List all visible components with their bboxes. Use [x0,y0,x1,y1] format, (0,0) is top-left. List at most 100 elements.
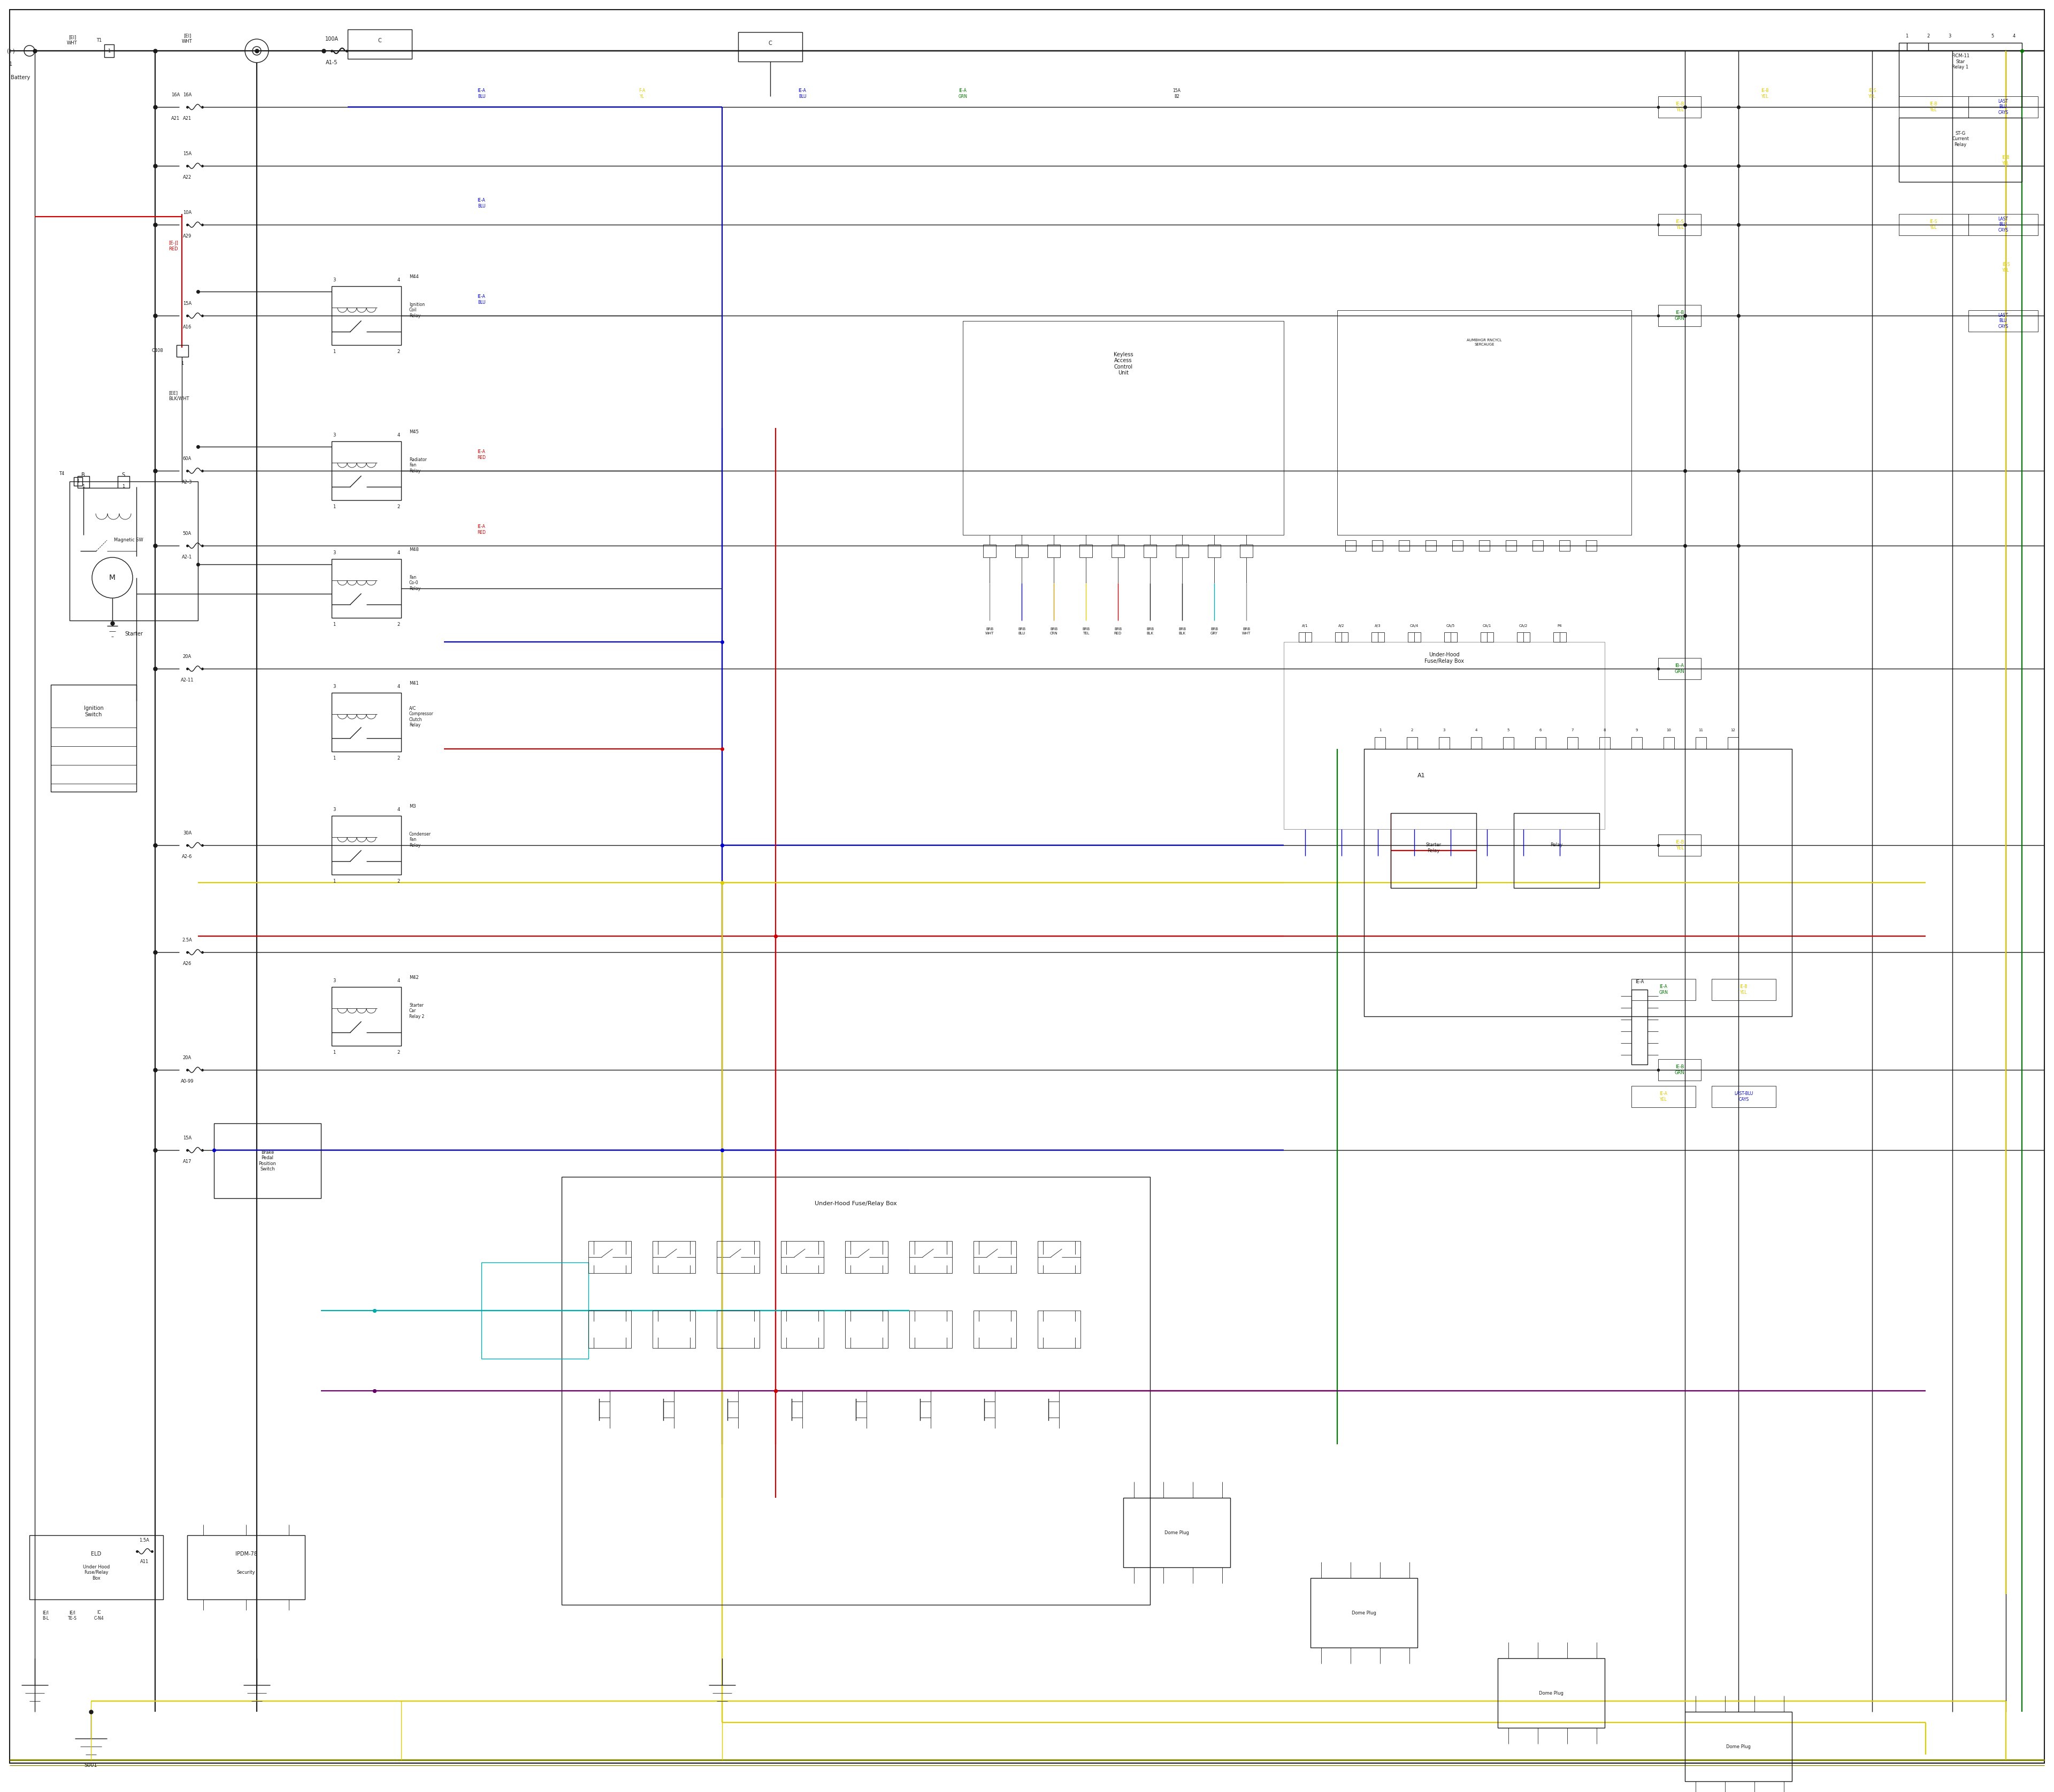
Text: (+): (+) [6,48,14,54]
Text: 16A: 16A [183,93,191,97]
Text: BRB
TEL: BRB TEL [1082,627,1091,634]
Bar [1208,545,1220,557]
Bar [1444,633,1456,642]
Bar [117,477,129,487]
Bar [984,545,996,557]
Bar [974,1310,1017,1348]
Text: IC
C-N4: IC C-N4 [94,1611,105,1620]
Bar [1898,118,2021,181]
Text: Starter
Relay: Starter Relay [1425,842,1442,853]
Bar [1658,658,1701,679]
Text: 2: 2 [396,878,401,883]
Bar [1364,749,1791,1016]
Bar [781,1310,824,1348]
Text: A2-3: A2-3 [183,480,193,486]
Text: 15A: 15A [183,152,191,156]
Bar [51,685,136,792]
Text: IE-S
YEL: IE-S YEL [2003,262,2009,272]
Text: Radiator
Fan
Relay: Radiator Fan Relay [409,457,427,473]
Text: 10: 10 [1666,729,1672,731]
Bar [1479,539,1489,550]
Text: Ignition
Switch: Ignition Switch [84,706,103,717]
Text: ELD: ELD [90,1552,101,1557]
Bar [1664,737,1674,749]
Text: B: B [80,473,84,478]
Text: IE-B
GRN: IE-B GRN [1674,1064,1684,1075]
Text: A29: A29 [183,235,191,238]
Bar [187,1536,304,1600]
Bar [1514,814,1600,889]
Text: Security: Security [236,1570,255,1575]
Text: CA/2: CA/2 [1520,624,1528,627]
Text: IE-A
GRN: IE-A GRN [959,88,967,99]
Text: A1-5: A1-5 [327,59,337,65]
Bar [1399,539,1409,550]
Text: 15A
B2: 15A B2 [1173,88,1181,99]
Text: IE-A
BLU: IE-A BLU [799,88,807,99]
Text: Dome Plug: Dome Plug [1165,1530,1189,1536]
Text: A26: A26 [183,962,191,966]
Bar [1241,545,1253,557]
Text: CA/4: CA/4 [1409,624,1419,627]
Text: A22: A22 [183,176,191,179]
Text: T4: T4 [60,471,64,477]
Text: 5: 5 [1508,729,1510,731]
Text: M3: M3 [409,805,417,808]
Text: BRB
BLK: BRB BLK [1179,627,1185,634]
Bar [105,45,113,57]
Text: Under-Hood
Fuse/Relay Box: Under-Hood Fuse/Relay Box [1423,652,1465,663]
Bar [1407,633,1421,642]
Text: CA/5: CA/5 [1446,624,1454,627]
Bar [1015,545,1029,557]
Bar [78,477,88,487]
Text: 6: 6 [1538,729,1543,731]
Bar [653,1242,696,1272]
Text: M: M [109,573,115,581]
Text: [EE]
BLK/WHT: [EE] BLK/WHT [168,391,189,401]
Bar [331,441,401,500]
Text: 1: 1 [1378,729,1380,731]
Bar [1407,737,1417,749]
Text: IB-A
GRN: IB-A GRN [1674,663,1684,674]
Text: [EI]
WHT: [EI] WHT [68,34,78,45]
Bar [1631,978,1697,1000]
Text: Under-Hood Fuse/Relay Box: Under-Hood Fuse/Relay Box [815,1201,898,1206]
Text: 60A: 60A [183,457,191,461]
Text: 3: 3 [333,978,335,984]
Text: 20A: 20A [183,654,191,659]
Text: S001: S001 [84,1763,97,1769]
Bar [1298,633,1313,642]
Text: A21: A21 [170,116,181,122]
Bar [177,346,189,357]
Bar [963,321,1284,536]
Bar [1391,814,1477,889]
Bar [1898,97,1968,118]
Bar [1175,545,1189,557]
Bar [844,1242,887,1272]
Text: IE-A: IE-A [1635,978,1643,984]
Bar [1658,835,1701,857]
Text: C: C [768,41,772,52]
Bar [1335,633,1347,642]
Text: 4: 4 [396,685,401,688]
Bar [1048,545,1060,557]
Text: LAST-BLU
CAYS: LAST-BLU CAYS [1734,1091,1754,1102]
Bar [331,694,401,751]
Bar [1658,97,1701,118]
Text: M44: M44 [409,274,419,280]
Bar [1697,737,1707,749]
Bar [1532,539,1543,550]
Bar [1711,978,1777,1000]
Text: 30A: 30A [183,831,191,835]
Bar [1481,633,1493,642]
Text: Keyless
Access
Control
Unit: Keyless Access Control Unit [1113,351,1134,376]
Text: AUMBHGR RNCYCL
SERCAUGE: AUMBHGR RNCYCL SERCAUGE [1467,339,1501,346]
Text: 1: 1 [1906,34,1908,39]
Text: FICM-11
Star
Relay 1: FICM-11 Star Relay 1 [1951,54,1970,70]
Text: Fan
Co-0
Relay: Fan Co-0 Relay [409,575,421,591]
Text: Ignition
Coil
Relay: Ignition Coil Relay [409,303,425,319]
Text: 4: 4 [2013,34,2015,39]
Text: A1: A1 [1417,772,1425,778]
Text: 8: 8 [1604,729,1606,731]
Text: BRB
GRY: BRB GRY [1210,627,1218,634]
